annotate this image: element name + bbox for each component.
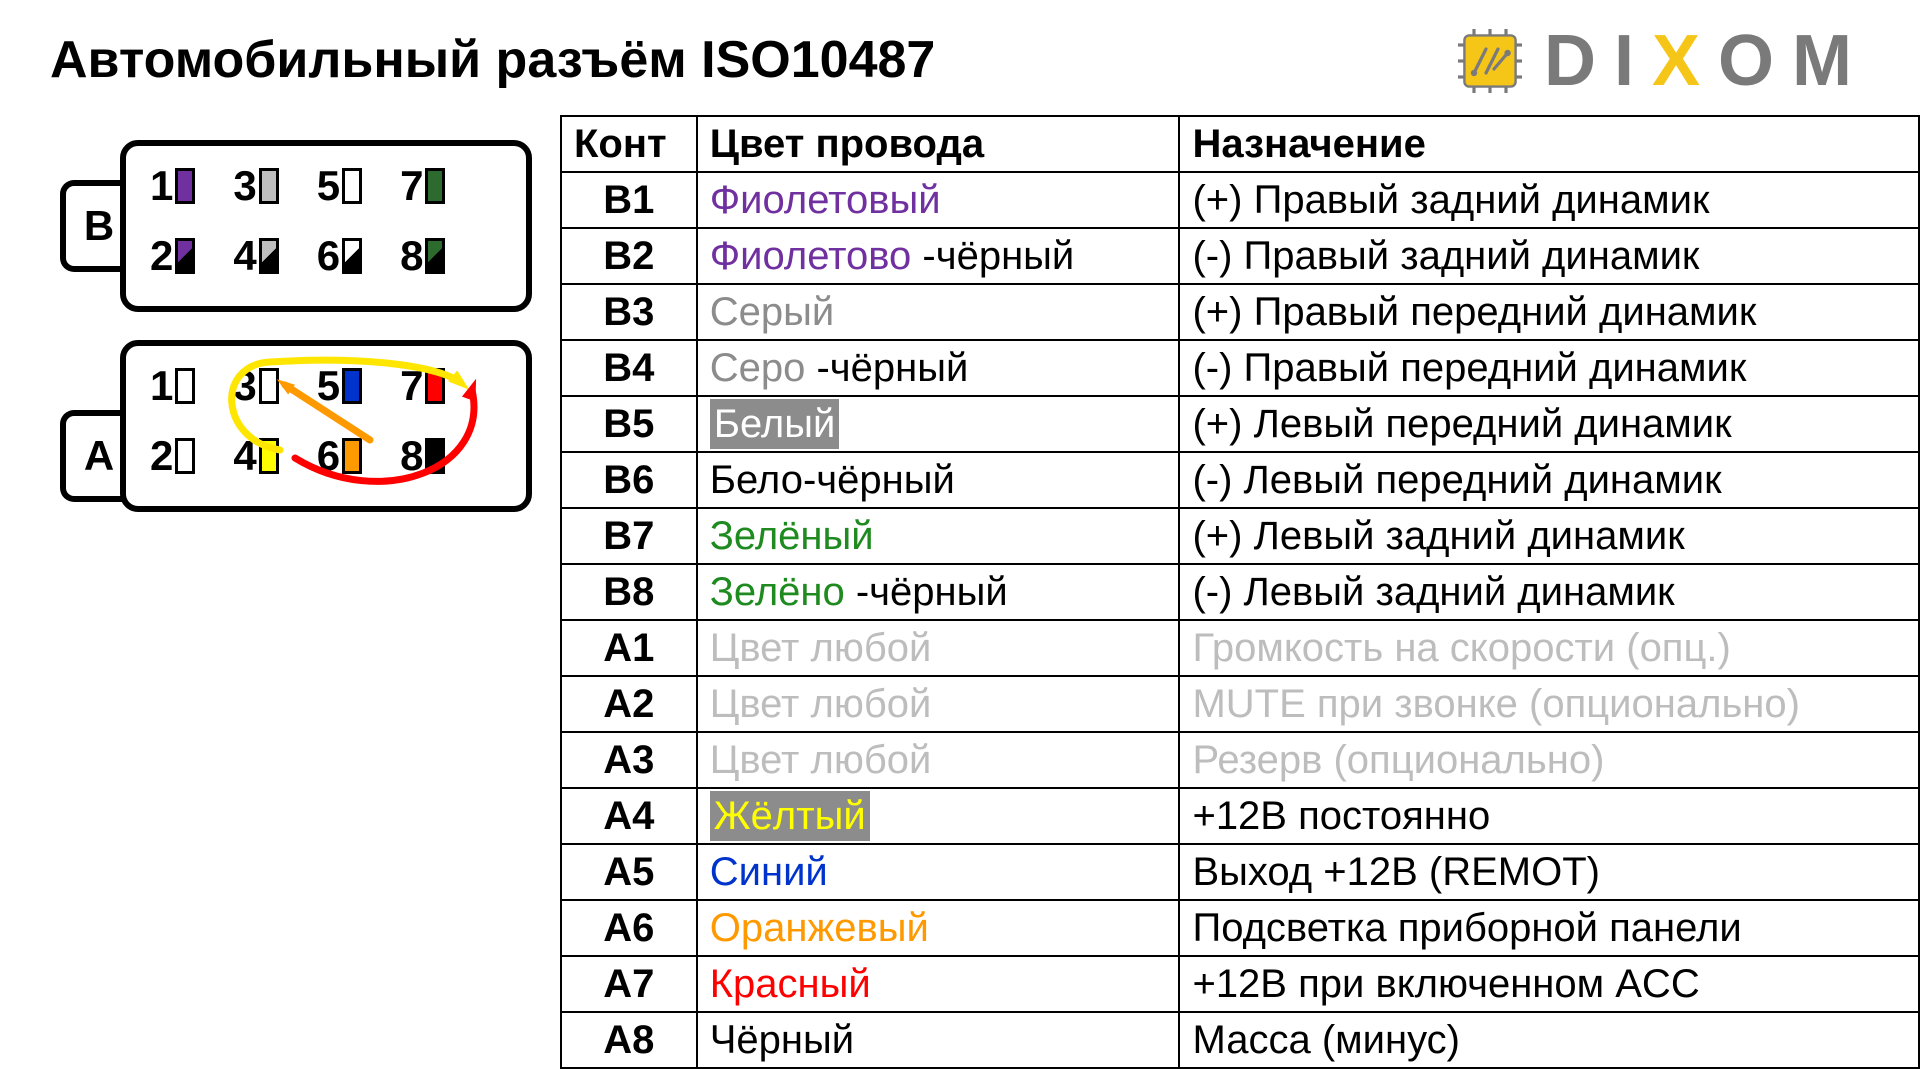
pin: 3 [233,362,278,410]
wire-color: Зелёный [697,508,1180,564]
pin: 7 [400,162,445,210]
pin-function: Выход +12В (REMOT) [1179,844,1919,900]
pin: 5 [317,362,362,410]
wire-color: Оранжевый [697,900,1180,956]
table-row: A8ЧёрныйМасса (минус) [561,1012,1919,1068]
pin-function: (-) Правый передний динамик [1179,340,1919,396]
table-row: A6ОранжевыйПодсветка приборной панели [561,900,1919,956]
pin-id: A3 [561,732,697,788]
table-row: B4Серо -чёрный(-) Правый передний динами… [561,340,1919,396]
pin-function: (+) Левый задний динамик [1179,508,1919,564]
wire-color: Цвет любой [697,620,1180,676]
pin-function: Громкость на скорости (опц.) [1179,620,1919,676]
table-row: B6Бело-чёрный(-) Левый передний динамик [561,452,1919,508]
pin: 5 [317,162,362,210]
pin: 8 [400,232,445,280]
pin: 4 [233,232,278,280]
table-row: B8Зелёно -чёрный(-) Левый задний динамик [561,564,1919,620]
table-row: A1Цвет любойГромкость на скорости (опц.) [561,620,1919,676]
table-row: A3Цвет любойРезерв (опционально) [561,732,1919,788]
pin-id: A7 [561,956,697,1012]
pin: 6 [317,232,362,280]
connector-diagram: BA1357246813572468 [40,140,560,520]
wire-color: Бело-чёрный [697,452,1180,508]
pin-function: +12В постоянно [1179,788,1919,844]
wire-color: Красный [697,956,1180,1012]
pin: 4 [233,432,278,480]
pin-function: (+) Правый задний динамик [1179,172,1919,228]
table-row: A5СинийВыход +12В (REMOT) [561,844,1919,900]
pin-id: A6 [561,900,697,956]
table-row: B7Зелёный(+) Левый задний динамик [561,508,1919,564]
pin: 8 [400,432,445,480]
table-row: B2Фиолетово -чёрный(-) Правый задний дин… [561,228,1919,284]
pin-function: Масса (минус) [1179,1012,1919,1068]
table-header: Назначение [1179,116,1919,172]
table-row: A2Цвет любойMUTE при звонке (опционально… [561,676,1919,732]
pin: 1 [150,362,195,410]
wire-color: Серый [697,284,1180,340]
pin: 6 [317,432,362,480]
pin: 3 [233,162,278,210]
pin-function: (-) Правый задний динамик [1179,228,1919,284]
pin-id: B7 [561,508,697,564]
wire-color: Чёрный [697,1012,1180,1068]
table-row: A4Жёлтый+12В постоянно [561,788,1919,844]
pin-id: B6 [561,452,697,508]
pin-id: B3 [561,284,697,340]
pin-function: Резерв (опционально) [1179,732,1919,788]
page-title: Автомобильный разъём ISO10487 [50,30,935,90]
wire-color: Белый [697,396,1180,452]
chip-icon [1450,21,1530,101]
pin-function: MUTE при звонке (опционально) [1179,676,1919,732]
pin-function: (+) Правый передний динамик [1179,284,1919,340]
pin-id: A5 [561,844,697,900]
wire-color: Серо -чёрный [697,340,1180,396]
wire-color: Цвет любой [697,732,1180,788]
pin-function: Подсветка приборной панели [1179,900,1919,956]
pin: 2 [150,232,195,280]
wire-color: Цвет любой [697,676,1180,732]
wire-color: Фиолетово -чёрный [697,228,1180,284]
pin-id: B4 [561,340,697,396]
table-row: A7Красный+12В при включенном ACC [561,956,1919,1012]
pin-function: +12В при включенном ACC [1179,956,1919,1012]
pin-id: B1 [561,172,697,228]
pin-id: A8 [561,1012,697,1068]
pin-function: (-) Левый задний динамик [1179,564,1919,620]
pin: 2 [150,432,195,480]
wire-color: Жёлтый [697,788,1180,844]
table-row: B1Фиолетовый(+) Правый задний динамик [561,172,1919,228]
pin-id: A2 [561,676,697,732]
table-row: B3Серый(+) Правый передний динамик [561,284,1919,340]
logo-text: DIXOM [1544,20,1870,102]
pin-function: (+) Левый передний динамик [1179,396,1919,452]
pin: 1 [150,162,195,210]
pin-id: B2 [561,228,697,284]
wire-color: Зелёно -чёрный [697,564,1180,620]
wire-color: Фиолетовый [697,172,1180,228]
table-header: Конт [561,116,697,172]
table-row: B5Белый(+) Левый передний динамик [561,396,1919,452]
logo: DIXOM [1450,20,1870,102]
pin-id: B8 [561,564,697,620]
table-header: Цвет провода [697,116,1180,172]
pin-function: (-) Левый передний динамик [1179,452,1919,508]
pin-id: A1 [561,620,697,676]
pin-id: A4 [561,788,697,844]
pin-id: B5 [561,396,697,452]
pinout-table: КонтЦвет проводаНазначениеB1Фиолетовый(+… [560,115,1920,1069]
pin: 7 [400,362,445,410]
wire-color: Синий [697,844,1180,900]
